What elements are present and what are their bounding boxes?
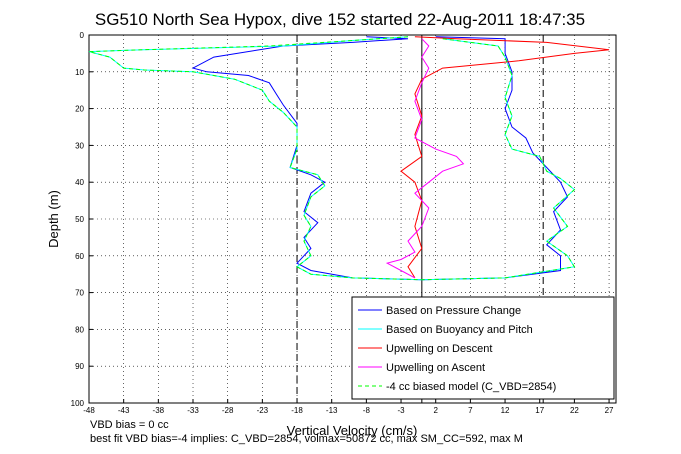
x-tick-label: -18 bbox=[291, 406, 303, 415]
legend-box bbox=[351, 296, 615, 400]
vbd-bias-note: VBD bias = 0 cc bbox=[90, 419, 169, 431]
y-tick-label: 60 bbox=[75, 252, 84, 261]
y-tick-label: 10 bbox=[75, 68, 84, 77]
legend-label: Based on Pressure Change bbox=[386, 305, 521, 317]
y-tick-label: 20 bbox=[75, 105, 84, 114]
x-tick-label: -23 bbox=[257, 406, 269, 415]
x-tick-label: -3 bbox=[397, 406, 405, 415]
y-tick-label: 80 bbox=[75, 325, 84, 334]
series-line bbox=[385, 38, 465, 279]
series-line bbox=[191, 36, 569, 281]
y-tick-label: 0 bbox=[80, 31, 85, 40]
x-tick-label: 17 bbox=[535, 406, 544, 415]
x-tick-label: 22 bbox=[570, 406, 579, 415]
x-tick-label: -28 bbox=[222, 406, 234, 415]
x-tick-label: 27 bbox=[605, 406, 614, 415]
y-tick-label: 90 bbox=[75, 362, 84, 371]
x-axis-ticks: -48 -43 -38 -33 -28 -23 -18 -13 -8 -3 2 7 12 17 22 27 bbox=[83, 399, 614, 415]
series-group bbox=[88, 36, 610, 281]
x-tick-label: -48 bbox=[83, 406, 95, 415]
x-tick-label: -13 bbox=[326, 406, 338, 415]
x-axis-label: Vertical Velocity (cm/s) bbox=[287, 423, 418, 438]
x-tick-label: -43 bbox=[118, 406, 130, 415]
y-tick-label: 100 bbox=[71, 399, 85, 408]
x-tick-label: 12 bbox=[501, 406, 510, 415]
legend-label: Upwelling on Descent bbox=[386, 343, 492, 355]
x-tick-label: -33 bbox=[187, 406, 199, 415]
legend-label: Upwelling on Ascent bbox=[386, 362, 485, 374]
legend: Based on Pressure Change Based on Buoyanc… bbox=[351, 296, 615, 400]
x-tick-label: 2 bbox=[433, 406, 438, 415]
series-line bbox=[88, 36, 576, 281]
y-axis-ticks: 0 10 20 30 40 50 60 70 80 90 100 bbox=[71, 31, 93, 408]
y-tick-label: 30 bbox=[75, 141, 84, 150]
y-tick-label: 40 bbox=[75, 178, 84, 187]
y-tick-label: 50 bbox=[75, 215, 84, 224]
series-line bbox=[400, 36, 610, 279]
y-tick-label: 70 bbox=[75, 289, 84, 298]
vbd-fit-note: best fit VBD bias=-4 implies: C_VBD=2854… bbox=[90, 433, 523, 445]
x-tick-label: -38 bbox=[153, 406, 165, 415]
legend-label: -4 cc biased model (C_VBD=2854) bbox=[386, 381, 556, 393]
chart-title: SG510 North Sea Hypox, dive 152 started … bbox=[95, 10, 585, 29]
x-tick-label: 7 bbox=[468, 406, 473, 415]
legend-label: Based on Buoyancy and Pitch bbox=[386, 324, 533, 336]
x-tick-label: -8 bbox=[363, 406, 371, 415]
y-axis-label: Depth (m) bbox=[46, 190, 61, 248]
